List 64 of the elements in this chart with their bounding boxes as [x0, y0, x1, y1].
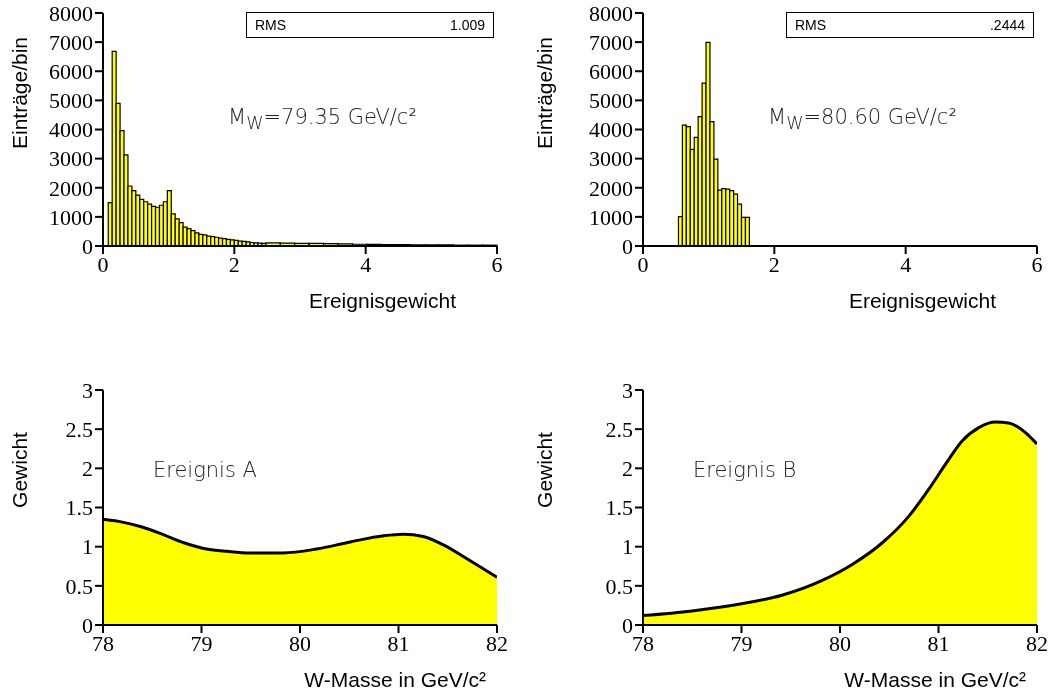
x-tick-label: 80: [829, 630, 851, 656]
y-axis-title: Einträge/bin: [532, 36, 556, 150]
y-tick-label: 6000: [49, 59, 93, 85]
y-tick-label: 7000: [49, 29, 93, 55]
y-tick-label: 3: [82, 377, 93, 403]
y-tick-label: 1.5: [65, 495, 93, 521]
y-axis-title: Gewicht: [7, 431, 31, 508]
x-tick-label: 82: [1026, 630, 1048, 656]
y-tick-label: 1.5: [605, 495, 633, 521]
x-tick-label: 82: [486, 630, 508, 656]
y-tick-label: 5000: [589, 88, 633, 114]
x-tick-label: 81: [387, 630, 410, 656]
x-tick-label: 79: [190, 630, 213, 656]
y-axis-title: Einträge/bin: [7, 36, 31, 150]
x-tick-label: 4: [360, 251, 372, 277]
annotation: RMS: [255, 17, 287, 33]
x-tick-label: 81: [927, 630, 950, 656]
annotation: Ereignis A: [153, 458, 257, 482]
y-tick-label: 6000: [589, 59, 633, 85]
y-tick-label: 4000: [49, 117, 93, 143]
y-tick-label: 3000: [589, 146, 633, 172]
x-tick-label: 80: [289, 630, 311, 656]
y-tick-label: 0: [622, 233, 633, 259]
y-tick-label: 5000: [49, 88, 93, 114]
y-tick-label: 8000: [589, 0, 633, 26]
y-tick-label: 1: [622, 534, 633, 560]
y-tick-label: 3: [622, 377, 633, 403]
y-tick-label: 0: [82, 233, 93, 259]
y-tick-label: 0.5: [605, 573, 633, 599]
y-tick-label: 2: [622, 456, 633, 482]
annotation: Ereignis B: [693, 458, 797, 482]
y-tick-label: 0: [622, 612, 633, 638]
y-tick-label: 7000: [589, 29, 633, 55]
x-axis-title: W-Masse in GeV/c²: [304, 668, 486, 691]
annotation: M$_{W}$=79.35 GeV/c²: [228, 105, 417, 134]
y-tick-label: 3000: [49, 146, 93, 172]
y-tick-label: 2000: [589, 175, 633, 201]
annotation: RMS: [795, 17, 827, 33]
x-tick-label: 6: [491, 251, 503, 277]
y-axis-title: Gewicht: [532, 431, 556, 508]
y-tick-label: 8000: [49, 0, 93, 26]
annotation: .2444: [989, 17, 1025, 33]
y-tick-label: 2: [82, 456, 93, 482]
y-tick-label: 2000: [49, 175, 93, 201]
x-axis-title: Ereignisgewicht: [308, 289, 457, 312]
y-tick-label: 1: [82, 534, 93, 560]
y-tick-label: 2.5: [605, 416, 633, 442]
y-tick-label: 1000: [49, 204, 93, 230]
annotation: 1.009: [449, 17, 485, 33]
x-tick-label: 78: [632, 630, 654, 656]
y-tick-label: 4000: [589, 117, 633, 143]
x-tick-label: 79: [730, 630, 753, 656]
x-tick-label: 2: [768, 251, 780, 277]
x-tick-label: 6: [1031, 251, 1043, 277]
x-axis-title: W-Masse in GeV/c²: [844, 668, 1026, 691]
y-tick-label: 2.5: [65, 416, 93, 442]
x-tick-label: 4: [900, 251, 912, 277]
annotation: M$_{W}$=80.60 GeV/c²: [768, 105, 957, 134]
x-tick-label: 78: [92, 630, 114, 656]
x-tick-label: 2: [228, 251, 240, 277]
y-tick-label: 0: [82, 612, 93, 638]
x-axis-title: Ereignisgewicht: [848, 289, 997, 312]
y-tick-label: 1000: [589, 204, 633, 230]
y-tick-label: 0.5: [65, 573, 93, 599]
